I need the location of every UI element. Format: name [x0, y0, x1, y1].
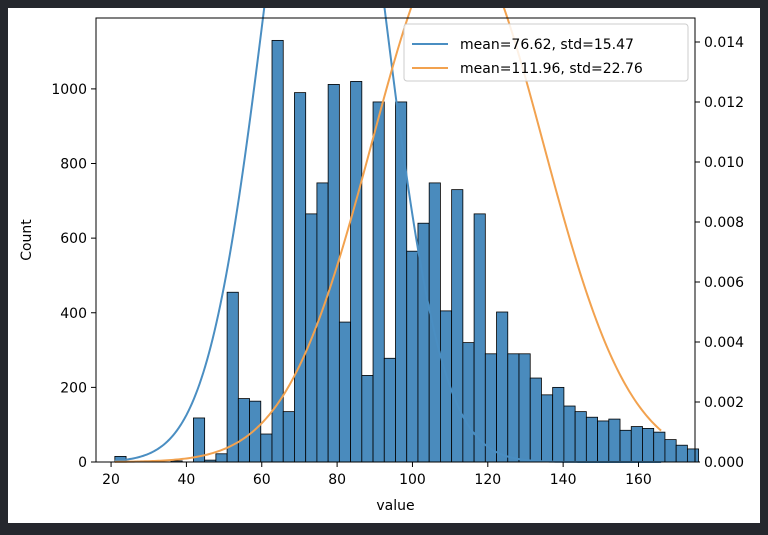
x-tick-label: 20: [102, 472, 120, 488]
histogram-bar: [518, 353, 531, 463]
y2-tick-label: 0.010: [704, 155, 744, 171]
histogram-bar: [350, 81, 363, 463]
y-axis-left: 0 200 400 600 800 1000: [51, 82, 96, 471]
legend: mean=76.62, std=15.47 mean=111.96, std=2…: [403, 23, 689, 82]
histogram-bar: [597, 420, 610, 463]
y-tick-label: 1000: [51, 82, 87, 98]
histogram-bar: [428, 182, 441, 463]
y2-tick-label: 0.006: [704, 275, 744, 291]
histogram-bar: [574, 411, 587, 463]
histogram-bar: [529, 377, 542, 463]
density-curve-orange: [114, 8, 662, 463]
histogram-bar: [226, 291, 239, 463]
x-tick-label: 60: [253, 472, 271, 488]
histogram-bar: [372, 101, 385, 463]
histogram-bar: [507, 353, 520, 463]
histogram-bar: [541, 394, 554, 463]
y-axis-title: Count: [19, 219, 35, 261]
histogram-bar: [383, 357, 396, 463]
histogram-bar: [361, 375, 374, 463]
histogram-bar: [642, 428, 655, 463]
histogram-bar: [563, 405, 576, 463]
legend-box: [403, 23, 689, 82]
y-tick-label: 0: [78, 455, 87, 471]
histogram-bar: [675, 444, 688, 463]
figure: 20 40 60 80 100 120 140 160 0 200 400 600 800 1000 0…: [8, 8, 760, 523]
x-tick-label: 100: [399, 472, 426, 488]
y2-tick-label: 0.000: [704, 455, 744, 471]
histogram-bar: [237, 398, 250, 463]
x-tick-label: 40: [178, 472, 196, 488]
y-tick-label: 400: [60, 306, 87, 322]
legend-label-orange: mean=111.96, std=22.76: [460, 61, 643, 77]
histogram-bar: [496, 311, 509, 463]
histogram-bar: [608, 418, 621, 463]
histogram-bar: [215, 453, 228, 463]
x-axis-title: value: [376, 498, 414, 514]
histogram-bar: [294, 92, 307, 463]
x-tick-label: 140: [550, 472, 577, 488]
y-tick-label: 200: [60, 380, 87, 396]
histogram-bar: [653, 431, 666, 463]
histogram-bar: [630, 426, 643, 463]
plot-frame: [95, 17, 696, 463]
y-axis-right: 0.000 0.002 0.004 0.006 0.008 0.010 0.012 0.014: [695, 35, 744, 471]
y2-tick-label: 0.012: [704, 95, 744, 111]
x-tick-label: 80: [328, 472, 346, 488]
histogram-bar: [451, 189, 464, 463]
histogram-bar: [473, 213, 486, 463]
x-tick-label: 120: [474, 472, 501, 488]
histogram-bar: [260, 433, 273, 463]
histogram-bar: [619, 429, 632, 463]
histogram-bar: [585, 416, 598, 463]
histogram-bar: [552, 386, 565, 463]
chart: 20 40 60 80 100 120 140 160 0 200 400 600 800 1000 0…: [19, 8, 744, 514]
y-tick-label: 600: [60, 231, 87, 247]
y2-tick-label: 0.014: [704, 35, 744, 51]
histogram-bar: [338, 321, 351, 463]
legend-label-blue: mean=76.62, std=15.47: [460, 37, 634, 53]
histogram-bars: [114, 39, 700, 463]
histogram-bar: [282, 411, 295, 463]
x-axis: 20 40 60 80 100 120 140 160: [102, 462, 652, 488]
y-tick-label: 800: [60, 157, 87, 173]
histogram-bar: [395, 101, 408, 463]
y2-tick-label: 0.002: [704, 395, 744, 411]
y2-tick-label: 0.008: [704, 215, 744, 231]
histogram-bar: [686, 448, 700, 463]
x-tick-label: 160: [625, 472, 652, 488]
histogram-bar: [664, 439, 677, 463]
histogram-bar: [462, 342, 475, 463]
y2-tick-label: 0.004: [704, 335, 744, 351]
histogram-bar: [406, 250, 419, 463]
